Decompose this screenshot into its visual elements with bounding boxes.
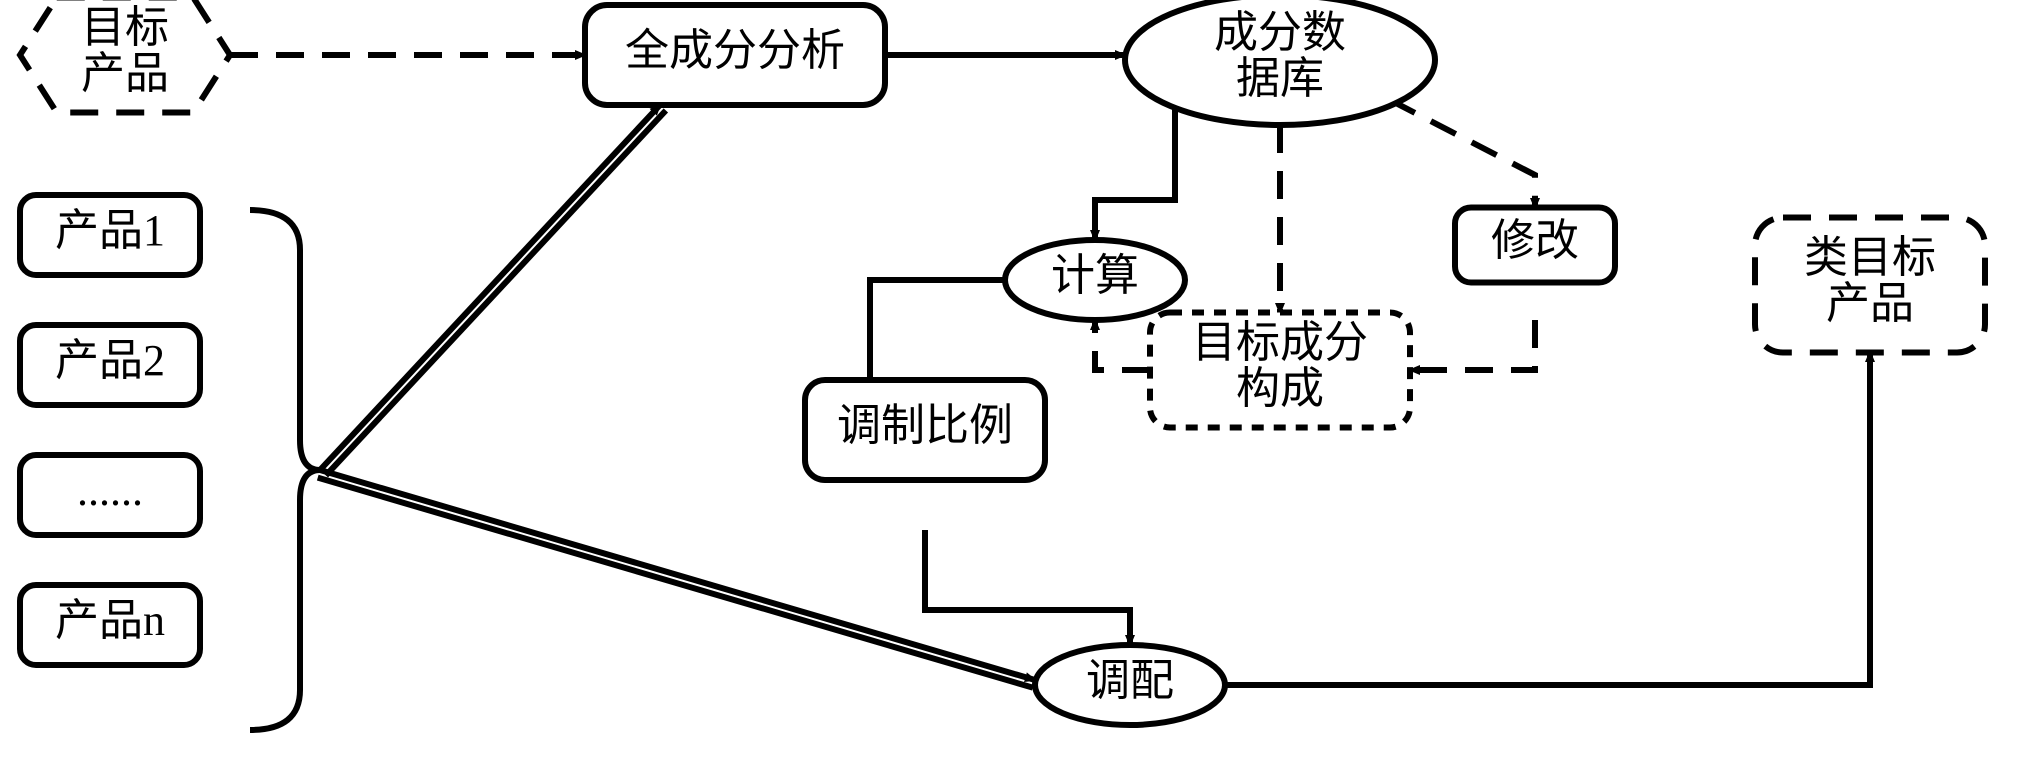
product_n-label: 产品n [55,596,165,645]
edge-db_to_modify [1390,100,1535,208]
product_2-label: 产品2 [55,336,165,385]
edge-modify_to_targetcomp [1410,320,1535,370]
edge-brace_to_analysis-double [326,110,666,475]
calculate-label: 计算 [1051,251,1139,300]
edge-ratio_to_blend [925,530,1130,645]
product_dots-label: ...... [77,466,143,515]
nodes-layer: 目标产品产品1产品2......产品n全成分分析成分数据库计算修改目标成分构成调… [20,0,1985,725]
edge-brace_to_analysis [320,105,660,470]
target_product-label: 目标产品 [81,3,169,98]
products-brace [250,210,320,730]
product_1-label: 产品1 [55,206,165,255]
edge-targetcomp_to_calculate [1095,320,1150,370]
full_analysis-label: 全成分分析 [625,26,845,75]
edges-layer [230,55,1870,688]
modify-label: 修改 [1491,216,1579,265]
edge-db_to_calculate [1095,105,1175,240]
mix_ratio-label: 调制比例 [837,401,1013,450]
blend-label: 调配 [1086,656,1174,705]
